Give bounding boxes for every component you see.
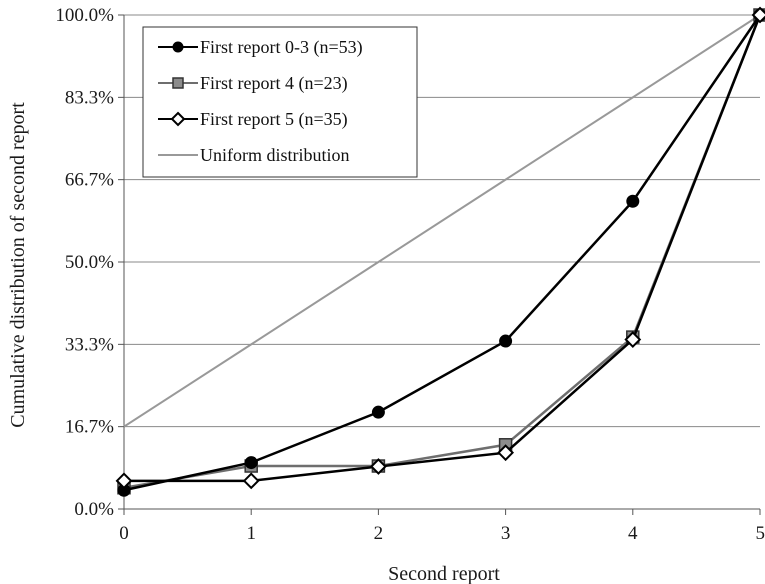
diamond-marker <box>497 444 515 462</box>
legend: First report 0-3 (n=53) First report 4 (n… <box>142 26 418 178</box>
legend-item: First report 4 (n=23) <box>158 73 348 94</box>
legend-item: First report 0-3 (n=53) <box>158 37 363 58</box>
y-tick-label: 50.0% <box>65 252 114 273</box>
diamond-marker <box>115 472 133 490</box>
x-tick-label: 5 <box>756 523 765 544</box>
y-tick-label: 83.3% <box>65 87 114 108</box>
diamond-marker <box>242 472 260 490</box>
y-tick-label: 16.7% <box>65 417 114 438</box>
legend-box <box>142 26 418 178</box>
x-tick-label: 2 <box>374 523 384 544</box>
series-3 <box>123 14 761 428</box>
legend-label: First report 4 (n=23) <box>200 73 348 94</box>
series-group <box>115 6 765 497</box>
diamond-marker <box>170 111 186 127</box>
diamond-marker <box>369 458 387 475</box>
series-line <box>124 14 762 483</box>
circle-marker <box>499 334 513 348</box>
square-marker <box>172 77 184 89</box>
axes: 0.0% 16.7% 33.3% 50.0% 66.7% 83.3% 100.0% 0 1 2 3 4… <box>55 5 765 544</box>
x-axis-title: Second report <box>388 563 500 584</box>
x-tick-label: 0 <box>119 523 129 544</box>
series-line <box>123 14 762 492</box>
series-line <box>123 14 761 428</box>
legend-item: First report 5 (n=35) <box>158 109 348 130</box>
x-tick-label: 4 <box>628 523 638 544</box>
circle-marker <box>371 405 385 419</box>
legend-label: First report 5 (n=35) <box>200 109 348 130</box>
circle-marker <box>172 41 184 53</box>
diamond-marker <box>624 331 642 348</box>
y-tick-label: 66.7% <box>65 170 114 191</box>
circle-marker <box>244 456 258 470</box>
legend-label: First report 0-3 (n=53) <box>200 37 363 58</box>
y-axis-title: Cumulative distribution of second report <box>7 102 29 428</box>
y-tick-label: 0.0% <box>74 499 114 520</box>
y-tick-label: 100.0% <box>55 5 114 26</box>
x-tick-label: 3 <box>501 523 511 544</box>
circle-marker <box>626 194 640 208</box>
legend-item: Uniform distribution <box>158 145 350 165</box>
y-tick-label: 33.3% <box>65 334 114 355</box>
x-tick-label: 1 <box>246 523 256 544</box>
series-2 <box>115 6 765 490</box>
legend-label: Uniform distribution <box>200 145 350 165</box>
